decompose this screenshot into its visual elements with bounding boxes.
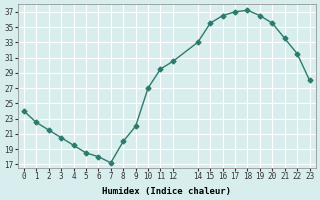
X-axis label: Humidex (Indice chaleur): Humidex (Indice chaleur) [102,187,231,196]
